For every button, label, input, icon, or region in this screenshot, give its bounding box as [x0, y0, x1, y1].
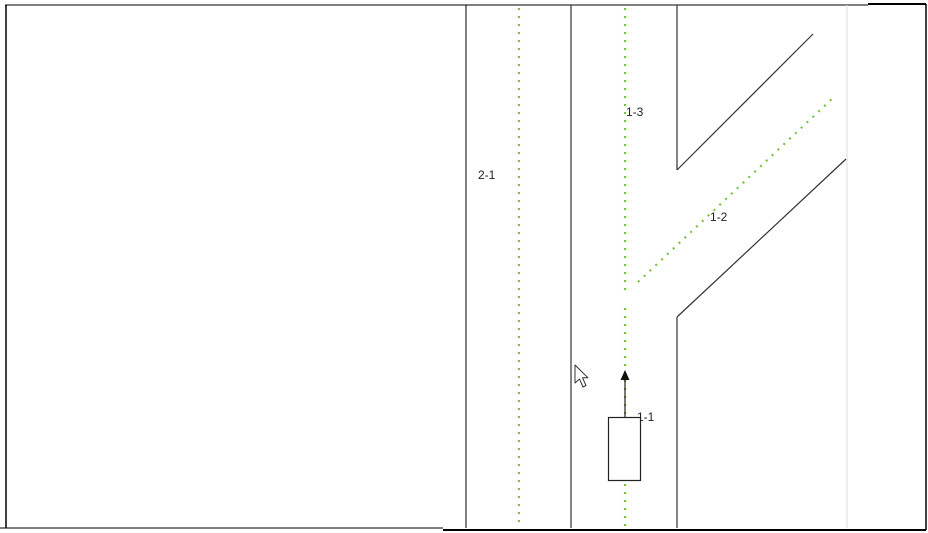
pointer-cursor-icon: [574, 364, 589, 388]
lane-label-2-1: 2-1: [478, 168, 496, 182]
vehicle-body[interactable]: [607, 416, 642, 482]
vehicle[interactable]: [607, 370, 642, 482]
road-edge-branch-lower: [676, 158, 847, 318]
lane-1-2-centerline: [637, 96, 835, 283]
heading-arrow-icon: [620, 370, 630, 380]
lane-label-1-3: 1-3: [626, 105, 644, 119]
road-edge-branch-upper: [676, 33, 814, 171]
lane-label-1-1: 1-1: [637, 410, 655, 424]
lane-label-1-2: 1-2: [710, 210, 728, 224]
